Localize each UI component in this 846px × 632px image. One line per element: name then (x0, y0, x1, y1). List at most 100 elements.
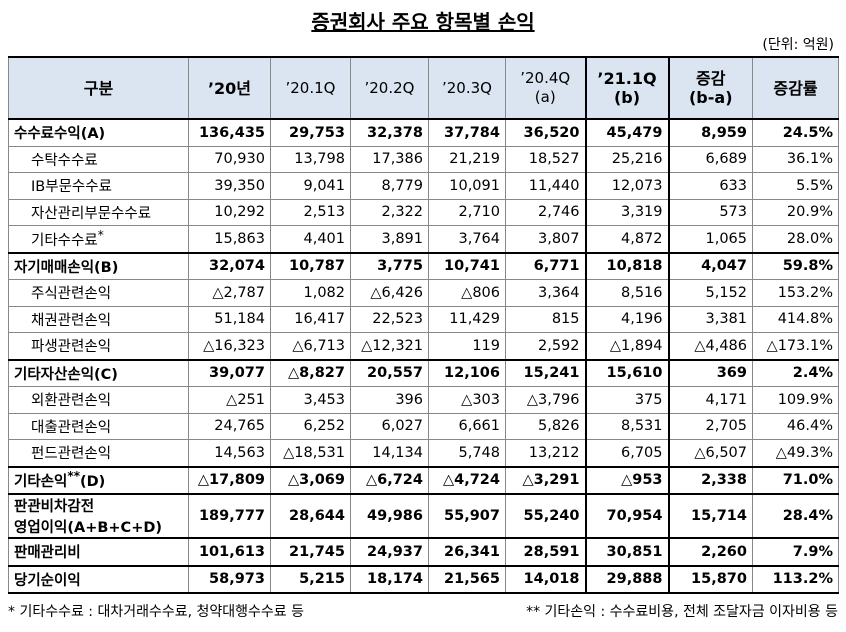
label-text: 채권관련손익 (31, 312, 112, 329)
value-cell: 8,779 (350, 172, 429, 200)
value-cell: 136,435 (188, 118, 271, 147)
value-cell: △1,894 (584, 332, 670, 360)
value-cell: △806 (428, 279, 506, 307)
value-cell: 9,041 (270, 172, 351, 200)
value-cell: 13,798 (270, 145, 351, 173)
value-cell: 17,386 (350, 145, 429, 173)
footnote-mark: ** (67, 469, 81, 484)
row-label: 수수료수익(A) (8, 118, 189, 147)
value-cell: 49,986 (350, 493, 429, 539)
label-text: IB부문수수료 (31, 179, 112, 196)
value-cell: 32,074 (188, 251, 271, 280)
value-cell: △17,809 (188, 465, 271, 495)
label-text: 펀드관련손익 (31, 446, 112, 463)
value-cell: 55,907 (428, 493, 506, 539)
value-cell: 5.5% (752, 172, 839, 200)
value-cell: 20,557 (350, 358, 429, 387)
row-label: 기타자산손익(C) (8, 358, 189, 387)
value-cell: 5,152 (668, 279, 753, 307)
value-cell: 15,610 (584, 358, 670, 387)
table-row: 기타손익**(D) △17,809 △3,069 △6,724 △4,724 △3,291… (8, 465, 839, 495)
value-cell: 36.1% (752, 145, 839, 173)
value-cell: 58,973 (188, 564, 271, 594)
value-cell: 39,350 (188, 172, 271, 200)
value-cell: 573 (668, 198, 753, 226)
header-line: (a) (534, 88, 556, 106)
value-cell: △3,069 (270, 465, 351, 495)
value-cell: 3,364 (505, 279, 586, 307)
table-row: 기타자산손익(C) 39,077 △8,827 20,557 12,106 15,241 1… (8, 358, 839, 387)
value-cell: 2,260 (668, 537, 753, 566)
header-cell: ’20.4Q (a) (505, 56, 586, 120)
value-cell: 29,753 (270, 118, 351, 147)
value-cell: 633 (668, 172, 753, 200)
value-cell: △6,724 (350, 465, 429, 495)
table-row: IB부문수수료 39,350 9,041 8,779 10,091 11,440 12,07… (8, 172, 839, 200)
value-cell: △3,796 (505, 386, 586, 414)
row-label: 판매관리비 (8, 537, 189, 566)
table-row: 파생관련손익 △16,323 △6,713 △12,321 119 2,592 △1,894… (8, 332, 839, 360)
value-cell: 45,479 (584, 118, 670, 147)
row-label: 대출관련손익 (8, 412, 189, 440)
value-cell: △18,531 (270, 439, 351, 467)
label-text: 판매관리비 (14, 545, 81, 562)
value-cell: 815 (505, 305, 586, 333)
value-cell: 55,240 (505, 493, 586, 539)
table-row: 자기매매손익(B) 32,074 10,787 3,775 10,741 6,771 10,… (8, 251, 839, 280)
value-cell: 2,746 (505, 198, 586, 226)
row-label: 자산관리부문수수료 (8, 198, 189, 226)
value-cell: △16,323 (188, 332, 271, 360)
label-text: 기타수수료 (31, 232, 98, 249)
value-cell: △6,713 (270, 332, 351, 360)
value-cell: 21,745 (270, 537, 351, 566)
value-cell: △6,507 (668, 439, 753, 467)
table-row: 자산관리부문수수료 10,292 2,513 2,322 2,710 2,746 3,319… (8, 198, 839, 226)
value-cell: 2,513 (270, 198, 351, 226)
value-cell: 153.2% (752, 279, 839, 307)
label-text: 기타손익 (14, 474, 68, 491)
value-cell: △173.1% (752, 332, 839, 360)
value-cell: △4,724 (428, 465, 506, 495)
value-cell: 3,381 (668, 305, 753, 333)
value-cell: 36,520 (505, 118, 586, 147)
header-cell: ’20.2Q (350, 56, 429, 120)
row-label: IB부문수수료 (8, 172, 189, 200)
value-cell: △6,426 (350, 279, 429, 307)
row-label: 외환관련손익 (8, 386, 189, 414)
value-cell: 3,319 (584, 198, 670, 226)
header-cell: ’20.3Q (428, 56, 506, 120)
value-cell: △303 (428, 386, 506, 414)
value-cell: 113.2% (752, 564, 839, 594)
unit: (단위: 억원) (762, 37, 834, 53)
value-cell: 3,891 (350, 225, 429, 253)
value-cell: 10,091 (428, 172, 506, 200)
value-cell: 4,171 (668, 386, 753, 414)
table-row: 펀드관련손익 14,563 △18,531 14,134 5,748 13,212 6,70… (8, 439, 839, 467)
value-cell: 189,777 (188, 493, 271, 539)
value-cell: 14,563 (188, 439, 271, 467)
header-cell: 증감률 (752, 56, 839, 120)
value-cell: 4,196 (584, 305, 670, 333)
value-cell: 22,523 (350, 305, 429, 333)
value-cell: 1,065 (668, 225, 753, 253)
table-row: 외환관련손익 △251 3,453 396 △303 △3,796 375 4,171 109.… (8, 386, 839, 414)
value-cell: 2,592 (505, 332, 586, 360)
table-row: 주식관련손익 △2,787 1,082 △6,426 △806 3,364 8,516 5,1… (8, 279, 839, 307)
value-cell: 2,710 (428, 198, 506, 226)
table-row: 기타수수료* 15,863 4,401 3,891 3,764 3,807 4,872 1,0… (8, 225, 839, 253)
value-cell: 15,714 (668, 493, 753, 539)
value-cell: 12,106 (428, 358, 506, 387)
label-text: 대출관련손익 (31, 419, 112, 436)
value-cell: 10,292 (188, 198, 271, 226)
header-line: (b-a) (688, 88, 733, 107)
label-text: 기타자산손익(C) (14, 366, 118, 383)
header-line: (b) (613, 88, 641, 107)
table-row: 대출관련손익 24,765 6,252 6,027 6,661 5,826 8,531 2,7… (8, 412, 839, 440)
value-cell: 4,047 (668, 251, 753, 280)
label-text: 자산관리부문수수료 (31, 205, 152, 222)
value-cell: 6,771 (505, 251, 586, 280)
value-cell: △4,486 (668, 332, 753, 360)
value-cell: 8,516 (584, 279, 670, 307)
value-cell: 3,764 (428, 225, 506, 253)
